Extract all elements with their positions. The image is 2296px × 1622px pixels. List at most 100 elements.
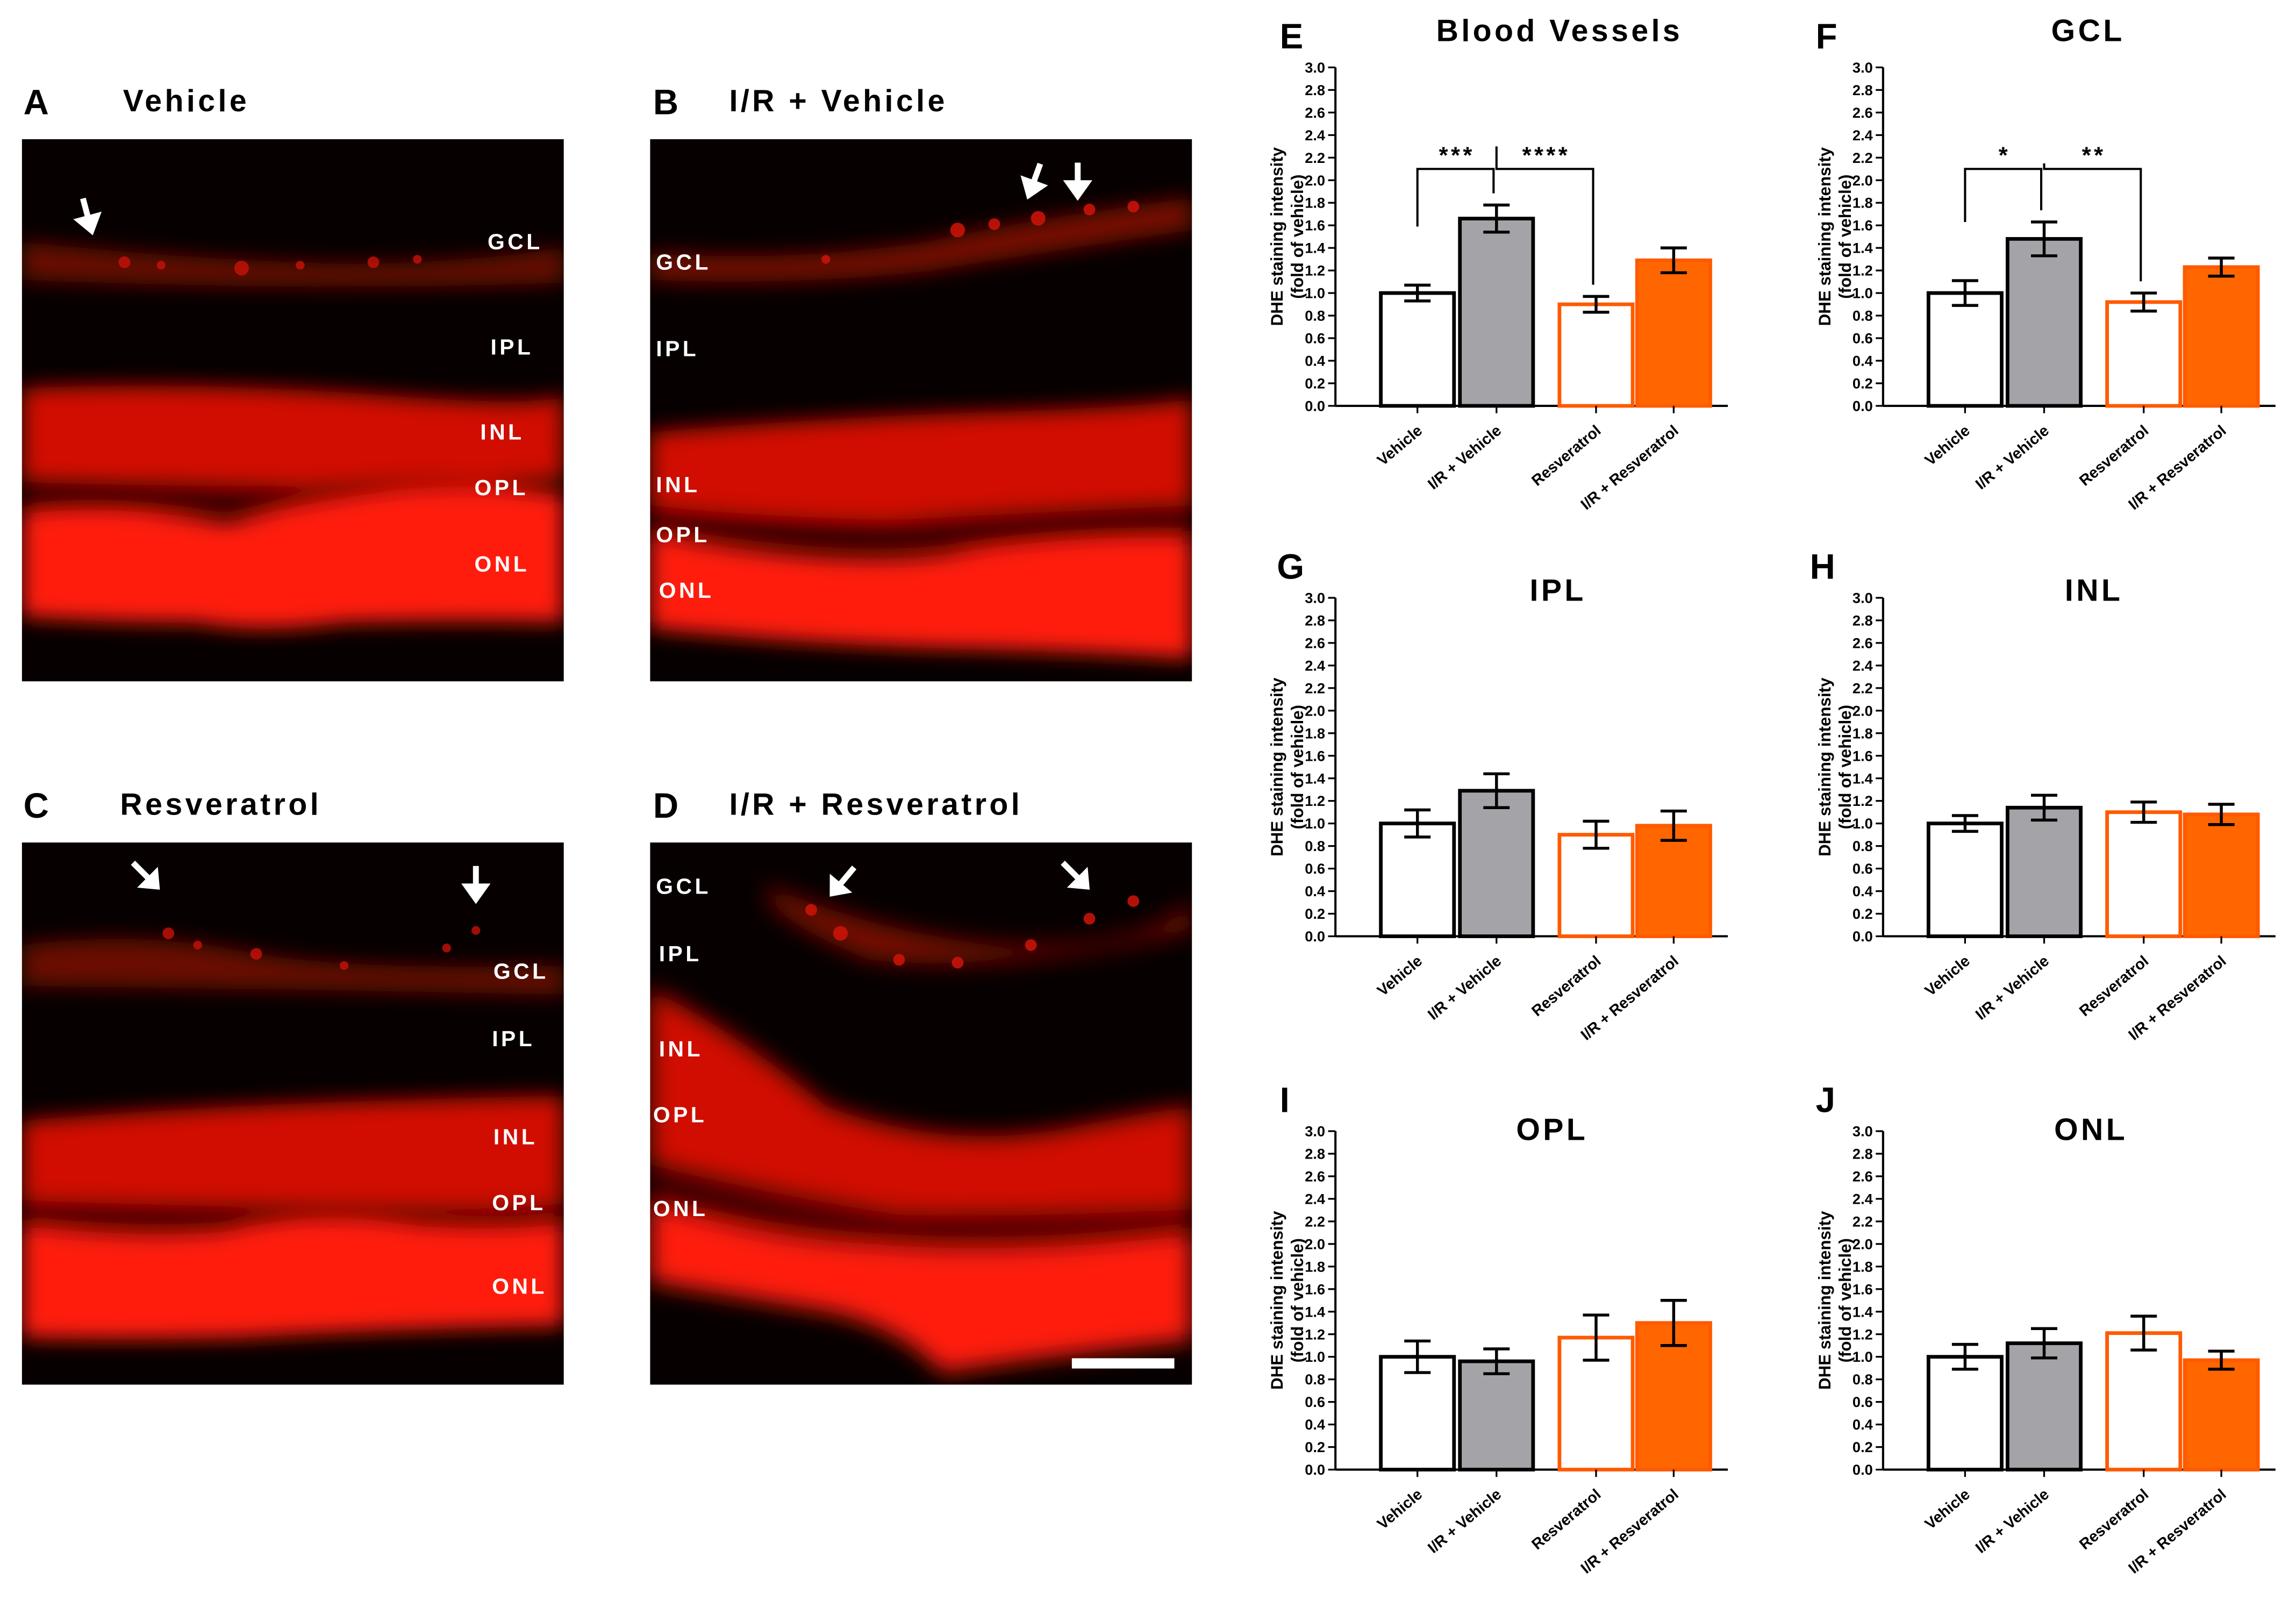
y-tick-label: 0.2 bbox=[1852, 1439, 1873, 1455]
layer-label-inl: INL bbox=[659, 1037, 703, 1062]
x-tick-label: Vehicle bbox=[1922, 1485, 1973, 1533]
bar bbox=[2105, 300, 2183, 408]
y-tick-label: 1.0 bbox=[1305, 815, 1325, 832]
y-tick-label: 2.6 bbox=[1852, 1168, 1873, 1184]
panel-title-d: I/R + Resveratrol bbox=[729, 788, 1023, 822]
y-tick-label: 2.0 bbox=[1305, 702, 1325, 719]
y-tick-label: 2.4 bbox=[1852, 127, 1873, 144]
y-tick-label: 1.4 bbox=[1305, 1303, 1325, 1320]
y-tick-label: 2.0 bbox=[1852, 1235, 1873, 1252]
y-tick-label: 1.0 bbox=[1852, 1348, 1873, 1365]
chart-title: INL bbox=[2065, 573, 2123, 608]
layer-label-inl: INL bbox=[656, 473, 700, 498]
y-tick-label: 2.0 bbox=[1852, 702, 1873, 719]
y-tick-label: 1.4 bbox=[1852, 240, 1873, 256]
x-tick-label: I/R + Vehicle bbox=[1972, 952, 2052, 1023]
chart-title: Blood Vessels bbox=[1436, 13, 1683, 48]
panel-letter-a: A bbox=[23, 83, 49, 123]
layer-label-opl: OPL bbox=[474, 476, 528, 502]
panel-title-b: I/R + Vehicle bbox=[729, 85, 948, 119]
y-tick-label: 1.8 bbox=[1305, 195, 1325, 211]
panel-letter-d: D bbox=[653, 787, 679, 827]
chart-title: IPL bbox=[1530, 573, 1586, 608]
y-axis-label: DHE staining intensity (fold of vehicle) bbox=[1268, 147, 1307, 326]
y-tick-label: 1.4 bbox=[1852, 770, 1873, 787]
layer-label-opl: OPL bbox=[492, 1191, 546, 1217]
bar bbox=[2183, 1358, 2260, 1471]
y-tick-label: 0.2 bbox=[1852, 375, 1873, 391]
y-tick-label: 2.4 bbox=[1305, 657, 1325, 674]
y-tick-label: 0.4 bbox=[1852, 353, 1873, 369]
scale-bar bbox=[1071, 1358, 1175, 1369]
layer-label-ipl: IPL bbox=[490, 335, 534, 361]
y-tick-label: 1.6 bbox=[1305, 747, 1325, 764]
layer-label-onl: ONL bbox=[474, 552, 530, 577]
layer-label-inl: INL bbox=[480, 420, 525, 446]
layer-label-onl: ONL bbox=[492, 1275, 547, 1300]
y-tick-label: 1.2 bbox=[1852, 1326, 1873, 1342]
panel-letter-j: J bbox=[1816, 1081, 1835, 1120]
significance-bracket bbox=[1964, 168, 2043, 222]
y-tick-label: 2.4 bbox=[1305, 1190, 1325, 1207]
y-tick-label: 0.2 bbox=[1305, 905, 1325, 922]
y-tick-label: 0.0 bbox=[1852, 1461, 1873, 1478]
bar bbox=[2005, 237, 2083, 408]
y-tick-label: 0.0 bbox=[1305, 1461, 1325, 1478]
y-tick-label: 2.8 bbox=[1852, 612, 1873, 628]
layer-label-ipl: IPL bbox=[492, 1027, 535, 1052]
y-tick-label: 1.4 bbox=[1305, 240, 1325, 256]
y-tick-label: 2.6 bbox=[1852, 634, 1873, 651]
significance-label: ** bbox=[2082, 142, 2106, 168]
y-tick-label: 1.6 bbox=[1305, 1281, 1325, 1297]
y-tick-label: 2.2 bbox=[1852, 1213, 1873, 1230]
y-tick-label: 0.8 bbox=[1305, 308, 1325, 324]
layer-label-opl: OPL bbox=[653, 1103, 707, 1128]
significance-bracket bbox=[1416, 168, 1495, 227]
layer-label-gcl: GCL bbox=[488, 230, 543, 255]
layer-label-gcl: GCL bbox=[656, 251, 711, 276]
y-axis-label: DHE staining intensity (fold of vehicle) bbox=[1815, 147, 1855, 326]
y-axis-label: DHE staining intensity (fold of vehicle) bbox=[1815, 677, 1855, 856]
panel-letter-c: C bbox=[23, 787, 49, 827]
y-tick-label: 1.8 bbox=[1852, 1258, 1873, 1275]
y-tick-label: 0.6 bbox=[1852, 860, 1873, 877]
y-tick-label: 1.6 bbox=[1852, 1281, 1873, 1297]
y-tick-label: 2.2 bbox=[1305, 680, 1325, 696]
y-tick-label: 0.8 bbox=[1305, 1371, 1325, 1388]
y-tick-label: 0.0 bbox=[1852, 397, 1873, 414]
y-tick-label: 2.8 bbox=[1852, 1145, 1873, 1162]
y-tick-label: 0.6 bbox=[1305, 860, 1325, 877]
x-tick-label: I/R + Vehicle bbox=[1425, 422, 1505, 493]
micrograph-c: GCL IPL INL OPL ONL bbox=[22, 842, 564, 1385]
bar bbox=[2105, 810, 2183, 938]
arrow-marker bbox=[1063, 162, 1092, 201]
layer-label-ipl: IPL bbox=[659, 942, 702, 967]
y-tick-label: 0.8 bbox=[1852, 1371, 1873, 1388]
y-tick-label: 2.2 bbox=[1305, 1213, 1325, 1230]
y-tick-label: 2.6 bbox=[1305, 1168, 1325, 1184]
y-tick-label: 1.0 bbox=[1305, 285, 1325, 302]
panel-title-c: Resveratrol bbox=[120, 788, 322, 822]
arrow-marker bbox=[131, 860, 160, 890]
y-tick-label: 1.8 bbox=[1852, 195, 1873, 211]
y-tick-label: 2.8 bbox=[1305, 612, 1325, 628]
y-tick-label: 2.0 bbox=[1852, 172, 1873, 189]
y-tick-label: 2.8 bbox=[1305, 82, 1325, 98]
x-tick-label: Resveratrol bbox=[1528, 952, 1604, 1020]
x-tick-label: Resveratrol bbox=[1528, 1485, 1604, 1553]
y-tick-label: 0.6 bbox=[1305, 1394, 1325, 1410]
x-tick-label: I/R + Vehicle bbox=[1425, 1485, 1505, 1556]
significance-label: * bbox=[1999, 142, 2011, 168]
y-tick-label: 1.2 bbox=[1305, 792, 1325, 809]
panel-letter-b: B bbox=[653, 83, 679, 123]
layer-label-ipl: IPL bbox=[656, 337, 699, 362]
panel-letter-i: I bbox=[1280, 1081, 1290, 1120]
bar bbox=[1557, 833, 1635, 938]
layer-label-opl: OPL bbox=[656, 523, 710, 548]
bar bbox=[1926, 291, 2004, 408]
layer-label-onl: ONL bbox=[653, 1197, 709, 1222]
layer-label-onl: ONL bbox=[659, 578, 714, 604]
y-tick-label: 2.0 bbox=[1305, 172, 1325, 189]
y-tick-label: 0.2 bbox=[1305, 375, 1325, 391]
x-tick-label: Resveratrol bbox=[2076, 422, 2152, 490]
